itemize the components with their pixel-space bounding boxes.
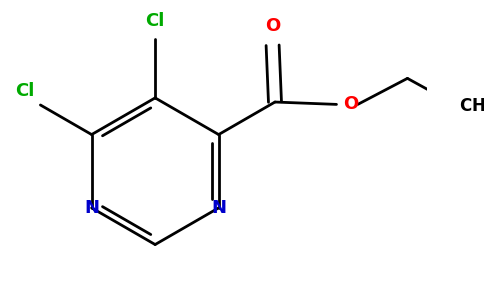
Text: O: O <box>344 95 359 113</box>
Text: O: O <box>265 16 280 34</box>
Text: N: N <box>211 199 226 217</box>
Text: Cl: Cl <box>146 13 165 31</box>
Text: N: N <box>84 199 99 217</box>
Text: Cl: Cl <box>15 82 34 100</box>
Text: CH$_3$: CH$_3$ <box>459 96 484 116</box>
